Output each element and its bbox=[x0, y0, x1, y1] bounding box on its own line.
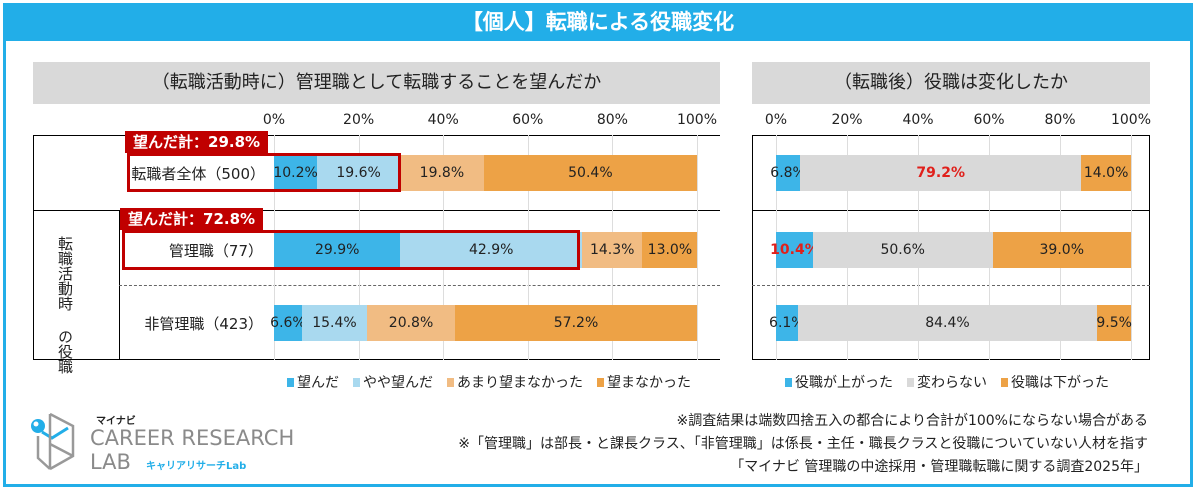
tick-label: 20% bbox=[343, 112, 375, 128]
bar-変わらない: 50.6% bbox=[812, 232, 993, 268]
legend-label: 変わらない bbox=[917, 375, 987, 391]
note-1: ※調査結果は端数四捨五入の都合により合計が100%にならない場合がある bbox=[676, 413, 1148, 429]
gridline bbox=[1131, 135, 1132, 360]
tick-label: 80% bbox=[596, 112, 628, 128]
legend-swatch bbox=[907, 378, 914, 387]
tick-label: 0% bbox=[764, 112, 788, 128]
row-label: 転職者全体（500） bbox=[131, 165, 265, 183]
side-label-col1: 転職活動時 bbox=[56, 236, 74, 311]
logo-name2: LAB bbox=[90, 450, 131, 474]
total-badge: 望んだ計：29.8% bbox=[125, 131, 269, 153]
right-legend: 役職が上がった 変わらない 役職は下がった bbox=[785, 372, 1109, 392]
legend-label: 役職は下がった bbox=[1011, 375, 1109, 391]
legend-item: あまり望まなかった bbox=[447, 372, 583, 392]
bar-あまり望まなかった: 20.8% bbox=[367, 305, 456, 341]
right-table-frame bbox=[752, 135, 1150, 360]
legend-label: やや望んだ bbox=[363, 375, 433, 391]
legend-label: 望まなかった bbox=[607, 375, 691, 391]
divider bbox=[752, 210, 1150, 211]
bar-やや望んだ: 15.4% bbox=[301, 305, 368, 341]
bar-望まなかった: 57.2% bbox=[455, 305, 697, 341]
divider bbox=[752, 285, 1150, 286]
logo-sub: キャリアリサーチLab bbox=[146, 461, 247, 472]
tick-label: 60% bbox=[512, 112, 544, 128]
legend-item: 変わらない bbox=[907, 372, 987, 392]
logo-mark-icon bbox=[31, 412, 75, 471]
logo-name: CAREER RESEARCH bbox=[90, 426, 295, 450]
legend-swatch bbox=[353, 378, 360, 387]
logo-brand: マイナビ bbox=[96, 416, 136, 427]
legend-item: 望まなかった bbox=[597, 372, 691, 392]
tick-label: 60% bbox=[973, 112, 1005, 128]
legend-swatch bbox=[1001, 378, 1008, 387]
tick-label: 100% bbox=[676, 112, 718, 128]
side-label: 転職活動時 の役職 bbox=[56, 236, 74, 374]
side-label-col2: の役職 bbox=[56, 329, 74, 374]
bar-望まなかった: 13.0% bbox=[642, 232, 698, 268]
legend-label: あまり望まなかった bbox=[457, 375, 583, 391]
tick-label: 100% bbox=[1110, 112, 1152, 128]
bar-変わらない: 84.4% bbox=[797, 305, 1098, 341]
legend-item: 役職は下がった bbox=[1001, 372, 1109, 392]
legend-swatch bbox=[785, 378, 792, 387]
tick-label: 20% bbox=[831, 112, 863, 128]
tick-label: 40% bbox=[427, 112, 459, 128]
highlight-box bbox=[127, 153, 401, 192]
legend-item: やや望んだ bbox=[353, 372, 433, 392]
bar-役職は下がった: 39.0% bbox=[992, 232, 1131, 268]
legend-label: 役職が上がった bbox=[795, 375, 893, 391]
bar-役職は下がった: 14.0% bbox=[1081, 155, 1131, 191]
logo: マイナビ CAREER RESEARCH LAB キャリアリサーチLab bbox=[28, 412, 294, 476]
bar-望んだ: 10.2% bbox=[273, 155, 318, 191]
divider bbox=[119, 285, 720, 286]
legend-item: 望んだ bbox=[287, 372, 339, 392]
bar-役職は下がった: 9.5% bbox=[1096, 305, 1132, 341]
bar-変わらない: 79.2% bbox=[800, 155, 1082, 191]
legend-swatch bbox=[597, 378, 604, 387]
page-title: 【個人】転職による役職変化 bbox=[3, 3, 1193, 41]
total-badge: 望んだ計：72.8% bbox=[120, 208, 264, 230]
tick-label: 40% bbox=[902, 112, 934, 128]
right-chart-title: （転職後）役職は変化したか bbox=[752, 62, 1150, 104]
row-label: 非管理職（423） bbox=[144, 315, 263, 333]
tick-label: 0% bbox=[262, 112, 286, 128]
legend-label: 望んだ bbox=[297, 375, 339, 391]
tick-label: 80% bbox=[1044, 112, 1076, 128]
bar-あまり望まなかった: 14.3% bbox=[581, 232, 643, 268]
left-chart-title: （転職活動時に）管理職として転職することを望んだか bbox=[33, 62, 720, 104]
bar-役職が上がった: 10.4% bbox=[770, 232, 819, 268]
bar-望まなかった: 50.4% bbox=[483, 155, 697, 191]
bar-望んだ: 29.9% bbox=[274, 232, 401, 268]
highlight-box bbox=[122, 230, 580, 270]
left-legend: 望んだ やや望んだ あまり望まなかった 望まなかった bbox=[287, 372, 691, 392]
bar-やや望んだ: 19.6% bbox=[317, 155, 401, 191]
row-label: 管理職（77） bbox=[168, 242, 263, 260]
bar-役職が上がった: 6.1% bbox=[769, 305, 805, 341]
divider bbox=[33, 210, 720, 211]
legend-swatch bbox=[447, 378, 454, 387]
bar-あまり望まなかった: 19.8% bbox=[400, 155, 484, 191]
note-3: 「マイナビ 管理職の中途採用・管理職転職に関する調査2025年」 bbox=[730, 459, 1148, 475]
gridline bbox=[697, 135, 698, 360]
legend-item: 役職が上がった bbox=[785, 372, 893, 392]
left-table-frame bbox=[33, 135, 720, 360]
bar-役職が上がった: 6.8% bbox=[770, 155, 806, 191]
bar-やや望んだ: 42.9% bbox=[400, 232, 582, 268]
note-2: ※「管理職」は部長・と課長クラス、「非管理職」は係長・主任・職長クラスと役職につ… bbox=[458, 436, 1148, 452]
bar-望んだ: 6.6% bbox=[270, 305, 306, 341]
legend-swatch bbox=[287, 378, 294, 387]
